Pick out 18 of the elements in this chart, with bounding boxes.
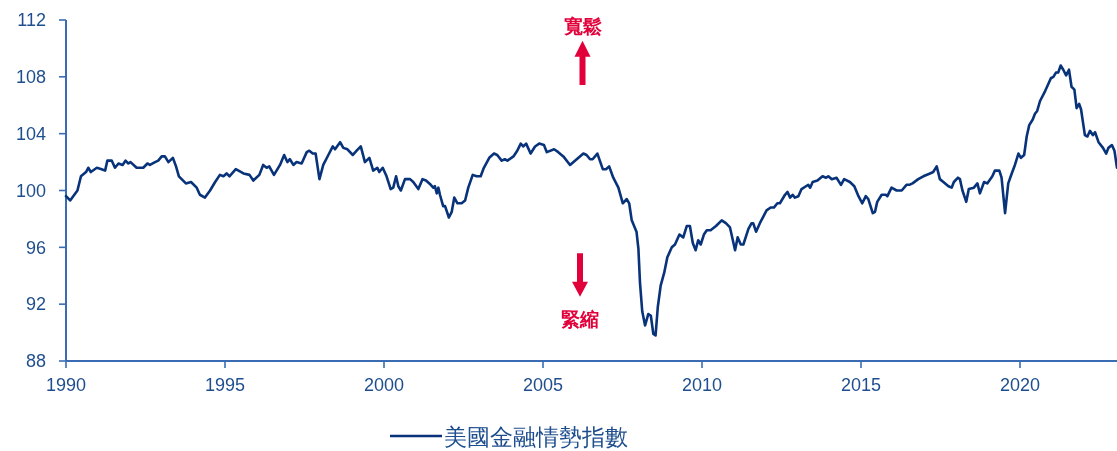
annotation: 寬鬆	[563, 16, 602, 37]
y-tick-label: 96	[25, 237, 46, 258]
x-tick-label: 2020	[999, 375, 1041, 395]
legend: 美國金融情勢指數	[390, 423, 628, 450]
x-tick-label: 2005	[522, 375, 564, 395]
x-tick-label: 2015	[840, 375, 882, 395]
y-tick-label: 108	[15, 67, 46, 88]
y-tick-label: 92	[25, 294, 46, 315]
y-tick-label: 112	[17, 10, 46, 31]
annotation: 緊縮	[561, 309, 599, 330]
y-tick-label: 104	[15, 123, 46, 144]
x-tick-label: 1995	[204, 375, 246, 395]
x-tick-label: 2000	[363, 375, 405, 395]
x-tick-label: 2010	[681, 375, 723, 395]
x-tick-label: 1990	[45, 375, 87, 395]
y-tick-label: 100	[15, 180, 46, 201]
legend-label: 美國金融情勢指數	[444, 423, 628, 450]
y-tick-label: 88	[25, 351, 46, 372]
